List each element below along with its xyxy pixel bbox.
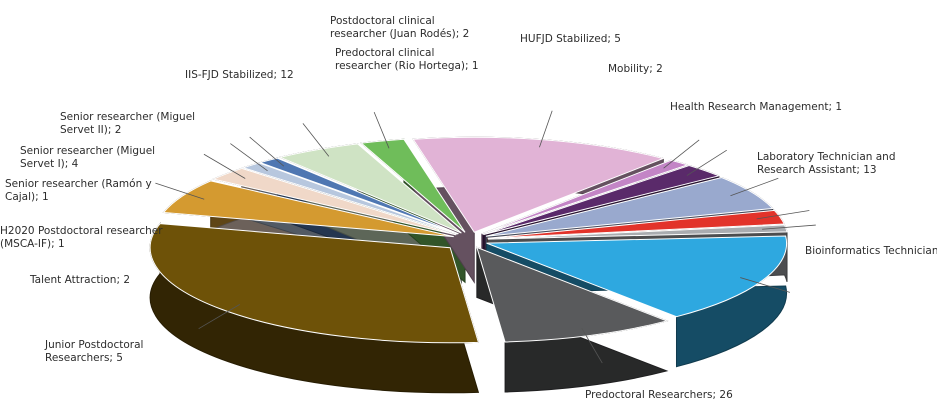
data-label-juan-rodes: Postdoctoral clinical researcher (Juan Ro… (330, 15, 469, 40)
data-label-health-research: Health Research Management; 1 (670, 101, 842, 113)
data-label-lab-technician: Laboratory Technician and Research Assist… (757, 151, 896, 176)
data-label-miguel-servet-1: Senior researcher (Miguel Servet I); 4 (20, 145, 155, 170)
data-label-iis-fjd: IIS-FJD Stabilized; 12 (185, 69, 294, 81)
data-label-mobility: Mobility; 2 (608, 63, 663, 75)
data-label-junior-postdoc: Junior Postdoctoral Researchers; 5 (44, 339, 143, 364)
data-label-miguel-servet-2: Senior researcher (Miguel Servet II); 2 (60, 111, 195, 136)
data-label-rio-hortega: Predoctoral clinical researcher (Rio Hort… (335, 47, 479, 72)
data-label-h2020: H2020 Postdoctoral researcher (MSCA-IF); … (0, 225, 163, 250)
data-label-talent-attraction: Talent Attraction; 2 (29, 274, 130, 286)
data-label-ramon-y-cajal: Senior researcher (Ramón y Cajal); 1 (5, 178, 152, 203)
data-label-hufjd: HUFJD Stabilized; 5 (520, 33, 621, 45)
data-label-bioinformatics: Bioinformatics Technician; (805, 245, 937, 257)
data-label-predoctoral: Predoctoral Researchers; 26 (585, 389, 733, 401)
